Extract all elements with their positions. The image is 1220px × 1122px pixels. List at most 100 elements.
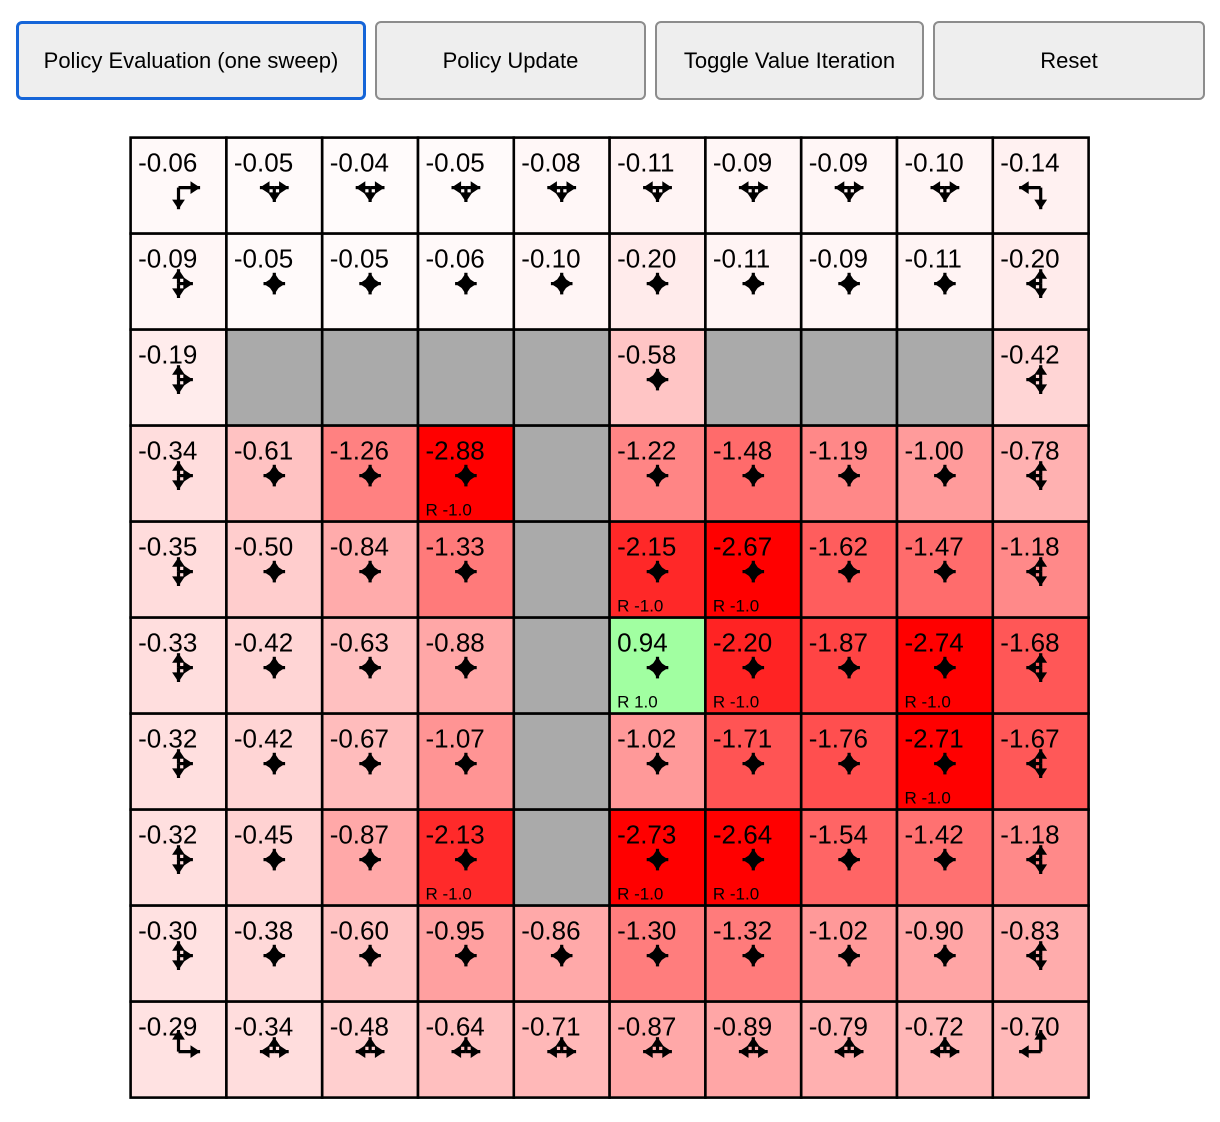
grid-cell[interactable]: -0.61 [225, 424, 324, 523]
grid-cell-wall[interactable] [225, 328, 324, 427]
grid-cell[interactable]: -1.30 [608, 904, 707, 1003]
grid-cell-wall[interactable] [512, 616, 611, 715]
grid-cell[interactable]: -0.48 [320, 1000, 420, 1099]
grid-cell[interactable]: -1.26 [320, 424, 420, 523]
grid-cell[interactable]: -0.72 [895, 1000, 995, 1099]
grid-cell[interactable]: -2.88 R -1.0 [416, 424, 516, 523]
grid-cell[interactable]: -0.29 [129, 1000, 228, 1099]
grid-cell-wall[interactable] [320, 328, 420, 427]
grid-cell[interactable]: -2.71 R -1.0 [895, 712, 995, 811]
grid-cell-wall[interactable] [512, 808, 611, 907]
grid-cell[interactable]: 0.94 R 1.0 [608, 616, 707, 715]
grid-cell[interactable]: -2.64 R -1.0 [704, 808, 803, 907]
grid-cell[interactable]: -0.09 [704, 136, 803, 235]
grid-cell[interactable]: -1.62 [799, 520, 899, 619]
grid-cell[interactable]: -0.20 [991, 232, 1090, 331]
grid-cell-wall[interactable] [704, 328, 803, 427]
grid-cell[interactable]: -0.78 [991, 424, 1090, 523]
grid-cell-wall[interactable] [799, 328, 899, 427]
grid-cell[interactable]: -0.83 [991, 904, 1090, 1003]
grid-cell[interactable]: -2.15 R -1.0 [608, 520, 707, 619]
grid-cell[interactable]: -0.87 [608, 1000, 707, 1099]
grid-cell[interactable]: -1.33 [416, 520, 516, 619]
grid-cell[interactable]: -0.35 [129, 520, 228, 619]
grid-cell[interactable]: -0.11 [704, 232, 803, 331]
toggle-value-iteration-button[interactable]: Toggle Value Iteration [655, 21, 924, 100]
grid-cell[interactable]: -0.64 [416, 1000, 516, 1099]
grid-cell[interactable]: -1.42 [895, 808, 995, 907]
grid-cell[interactable]: -2.73 R -1.0 [608, 808, 707, 907]
grid-cell[interactable]: -0.32 [129, 808, 228, 907]
reset-button[interactable]: Reset [933, 21, 1205, 100]
grid-cell[interactable]: -0.06 [129, 136, 228, 235]
grid-cell[interactable]: -0.09 [129, 232, 228, 331]
grid-cell[interactable]: -0.19 [129, 328, 228, 427]
grid-cell[interactable]: -0.84 [320, 520, 420, 619]
grid-cell-wall[interactable] [512, 424, 611, 523]
grid-cell[interactable]: -0.09 [799, 232, 899, 331]
grid-cell[interactable]: -0.50 [225, 520, 324, 619]
grid-cell[interactable]: -0.10 [895, 136, 995, 235]
grid-cell[interactable]: -2.13 R -1.0 [416, 808, 516, 907]
grid-cell[interactable]: -0.10 [512, 232, 611, 331]
grid-cell[interactable]: -0.05 [320, 232, 420, 331]
grid-cell[interactable]: -0.88 [416, 616, 516, 715]
grid-cell[interactable]: -0.05 [225, 232, 324, 331]
grid-cell[interactable]: -0.63 [320, 616, 420, 715]
grid-cell[interactable]: -1.32 [704, 904, 803, 1003]
grid-cell[interactable]: -0.06 [416, 232, 516, 331]
grid-cell[interactable]: -0.79 [799, 1000, 899, 1099]
grid-cell[interactable]: -0.11 [608, 136, 707, 235]
grid-cell[interactable]: -1.18 [991, 520, 1090, 619]
grid-cell-wall[interactable] [895, 328, 995, 427]
grid-cell[interactable]: -0.60 [320, 904, 420, 1003]
grid-cell[interactable]: -0.45 [225, 808, 324, 907]
grid-cell[interactable]: -0.38 [225, 904, 324, 1003]
grid-cell[interactable]: -0.20 [608, 232, 707, 331]
grid-cell[interactable]: -1.48 [704, 424, 803, 523]
grid-cell[interactable]: -1.19 [799, 424, 899, 523]
grid-cell[interactable]: -1.02 [608, 712, 707, 811]
grid-cell[interactable]: -1.67 [991, 712, 1090, 811]
grid-cell[interactable]: -0.04 [320, 136, 420, 235]
grid-cell[interactable]: -0.71 [512, 1000, 611, 1099]
grid-cell[interactable]: -0.90 [895, 904, 995, 1003]
grid-cell[interactable]: -0.34 [225, 1000, 324, 1099]
grid-cell[interactable]: -1.47 [895, 520, 995, 619]
grid-cell[interactable]: -0.87 [320, 808, 420, 907]
grid-cell[interactable]: -0.70 [991, 1000, 1090, 1099]
grid-cell[interactable]: -1.22 [608, 424, 707, 523]
grid-cell[interactable]: -1.18 [991, 808, 1090, 907]
grid-cell[interactable]: -0.09 [799, 136, 899, 235]
grid-cell[interactable]: -0.14 [991, 136, 1090, 235]
grid-cell[interactable]: -1.87 [799, 616, 899, 715]
grid-cell[interactable]: -0.34 [129, 424, 228, 523]
grid-cell[interactable]: -0.86 [512, 904, 611, 1003]
grid-cell[interactable]: -0.89 [704, 1000, 803, 1099]
grid-cell[interactable]: -2.74 R -1.0 [895, 616, 995, 715]
grid-cell[interactable]: -0.42 [991, 328, 1090, 427]
grid-cell-wall[interactable] [512, 520, 611, 619]
grid-cell[interactable]: -0.05 [416, 136, 516, 235]
grid-cell[interactable]: -1.00 [895, 424, 995, 523]
grid-cell-wall[interactable] [416, 328, 516, 427]
grid-cell[interactable]: -1.02 [799, 904, 899, 1003]
grid-cell[interactable]: -1.71 [704, 712, 803, 811]
grid-cell[interactable]: -0.42 [225, 712, 324, 811]
grid-cell[interactable]: -0.58 [608, 328, 707, 427]
grid-cell[interactable]: -0.08 [512, 136, 611, 235]
grid-cell[interactable]: -0.33 [129, 616, 228, 715]
grid-cell[interactable]: -2.67 R -1.0 [704, 520, 803, 619]
grid-cell[interactable]: -0.32 [129, 712, 228, 811]
grid-cell[interactable]: -0.05 [225, 136, 324, 235]
policy-update-button[interactable]: Policy Update [375, 21, 646, 100]
grid-cell[interactable]: -0.42 [225, 616, 324, 715]
grid-cell[interactable]: -1.68 [991, 616, 1090, 715]
grid-cell[interactable]: -0.95 [416, 904, 516, 1003]
grid-cell[interactable]: -2.20 R -1.0 [704, 616, 803, 715]
grid-cell-wall[interactable] [512, 328, 611, 427]
grid-cell[interactable]: -1.76 [799, 712, 899, 811]
grid-cell[interactable]: -0.11 [895, 232, 995, 331]
grid-cell[interactable]: -0.67 [320, 712, 420, 811]
grid-cell[interactable]: -1.07 [416, 712, 516, 811]
